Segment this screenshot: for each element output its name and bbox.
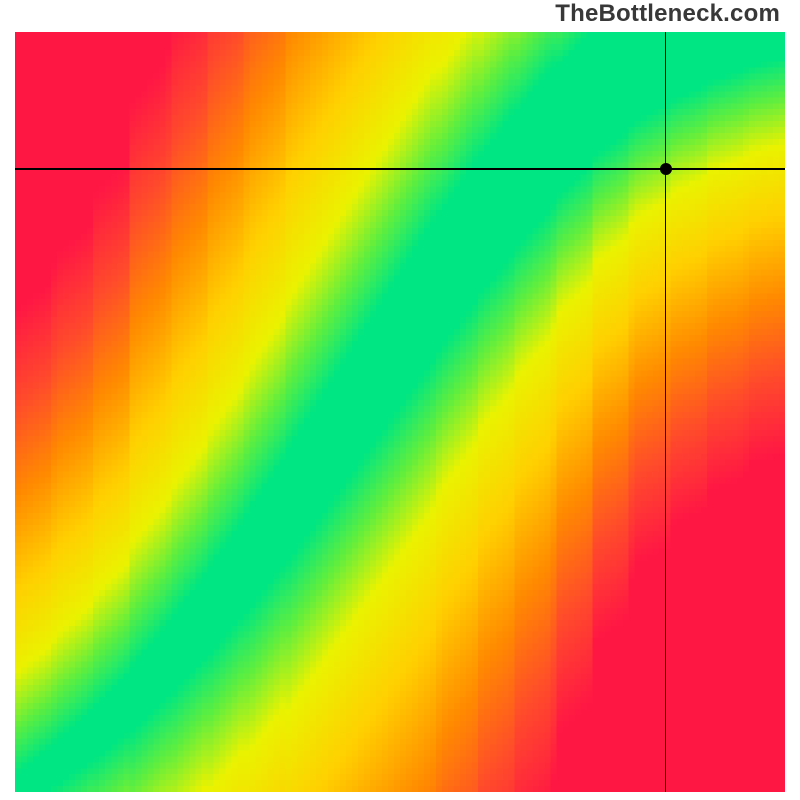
attribution-text: TheBottleneck.com: [555, 0, 780, 28]
bottleneck-heatmap: [15, 32, 785, 792]
crosshair-vertical: [665, 32, 667, 792]
crosshair-marker: [660, 163, 672, 175]
heatmap-canvas: [15, 32, 785, 792]
